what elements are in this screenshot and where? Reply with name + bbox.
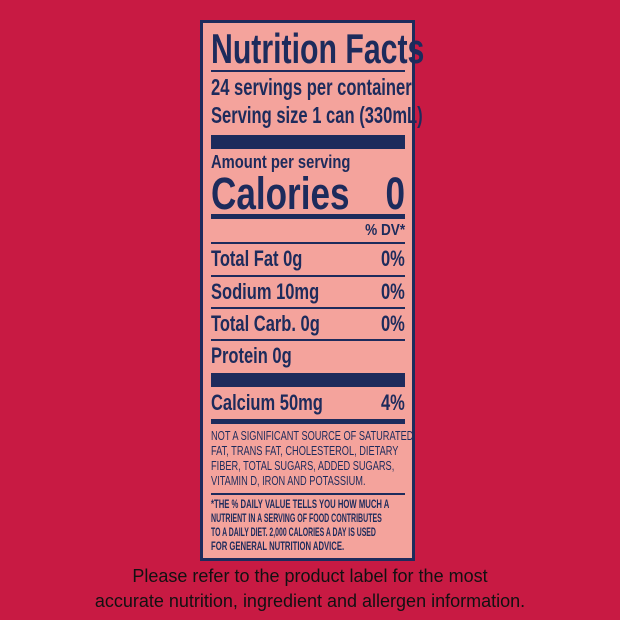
divider [211, 493, 405, 495]
divider [211, 339, 405, 341]
thick-divider [211, 135, 405, 149]
divider [211, 70, 405, 72]
dv-header: % DV* [364, 222, 405, 239]
thick-divider [211, 373, 405, 387]
not-significant-line: FIBER, TOTAL SUGARS, ADDED SUGARS, [211, 458, 395, 473]
nutrient-name: Total Carb. 0g [211, 311, 320, 336]
disclaimer-line: accurate nutrition, ingredient and aller… [94, 591, 526, 611]
not-significant-line: NOT A SIGNIFICANT SOURCE OF SATURATED [211, 428, 414, 443]
nutrient-dv: 0% [381, 279, 405, 304]
medium-divider [211, 419, 405, 424]
calcium-dv: 4% [381, 390, 405, 415]
servings-per-container: 24 servings per container [211, 74, 412, 100]
not-significant-line: FAT, TRANS FAT, CHOLESTEROL, DIETARY [211, 443, 399, 458]
calcium-name: Calcium 50mg [211, 390, 323, 415]
nutrient-name: Protein 0g [211, 343, 292, 368]
medium-divider [211, 214, 405, 219]
nutrient-name: Sodium 10mg [211, 279, 320, 304]
daily-value-note-line: FOR GENERAL NUTRITION ADVICE. [211, 541, 345, 553]
calories-value: 0 [385, 168, 405, 219]
nutrient-dv: 0% [381, 311, 405, 336]
nutrient-dv: 0% [381, 246, 405, 271]
label-title: Nutrition Facts [211, 25, 425, 72]
disclaimer-line: Please refer to the product label for th… [132, 566, 488, 586]
daily-value-note-line: *THE % DAILY VALUE TELLS YOU HOW MUCH A [211, 499, 390, 511]
amount-per-serving: Amount per serving [211, 152, 351, 172]
divider [211, 275, 405, 277]
divider [211, 307, 405, 309]
divider [211, 242, 405, 244]
nutrient-name: Total Fat 0g [211, 246, 303, 271]
daily-value-note-line: NUTRIENT IN A SERVING OF FOOD CONTRIBUTE… [211, 513, 382, 525]
daily-value-note-line: TO A DAILY DIET. 2,000 CALORIES A DAY IS… [211, 527, 376, 539]
serving-size: Serving size 1 can (330mL) [211, 102, 423, 128]
not-significant-line: VITAMIN D, IRON AND POTASSIUM. [211, 473, 366, 488]
nutrition-facts-label: Nutrition Facts 24 servings per containe… [200, 20, 424, 561]
calories-label: Calories [211, 168, 350, 219]
